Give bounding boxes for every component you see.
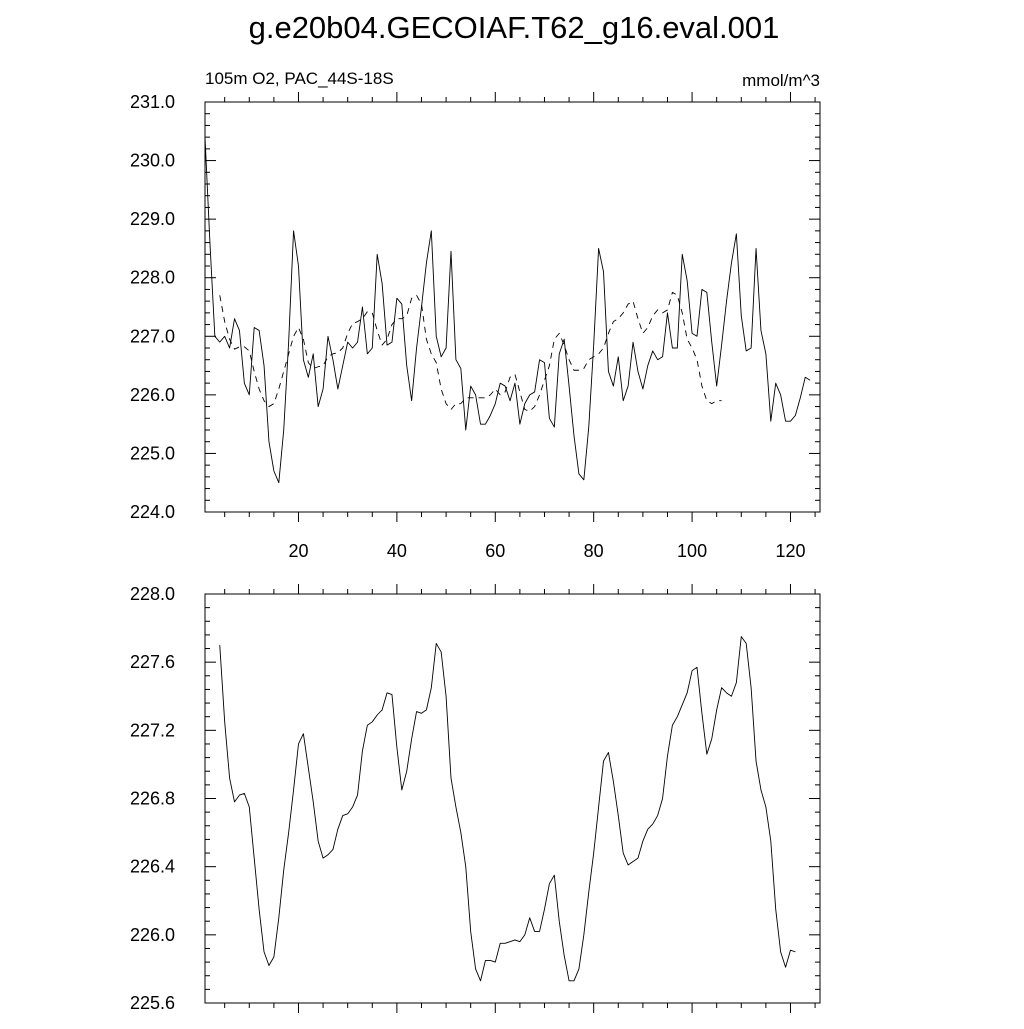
y-tick-label: 226.8 <box>130 789 175 809</box>
y-tick-label: 226.0 <box>130 925 175 945</box>
x-tick-label: 80 <box>584 541 604 561</box>
plot-frame <box>204 101 821 513</box>
chart-subtitle-left: 105m O2, PAC_44S-18S <box>205 69 394 88</box>
series-line-dashed <box>219 291 722 412</box>
y-tick-label: 226.4 <box>130 857 175 877</box>
bottom-panel: 225.6 226.0 226.4 226.8 227.2 227.6 228.0 <box>130 584 821 1013</box>
units-label: mmol/m^3 <box>742 71 820 90</box>
top-panel: 224.0 225.0 226.0 227.0 228.0 229.0 230.0 231.0… <box>130 92 821 561</box>
series-line-solid <box>219 636 796 982</box>
chart-title: g.e20b04.GECOIAF.T62_g16.eval.001 <box>249 10 780 45</box>
x-tick-label: 40 <box>387 541 407 561</box>
y-tick-label: 228.0 <box>130 268 175 288</box>
series-line-solid <box>204 137 811 484</box>
y-tick-label: 227.2 <box>130 720 175 740</box>
y-tick-label: 227.0 <box>130 326 175 346</box>
y-tick-label: 226.0 <box>130 385 175 405</box>
y-tick-label: 231.0 <box>130 92 175 112</box>
x-tick-label: 120 <box>775 541 805 561</box>
x-tick-label: 20 <box>288 541 308 561</box>
y-tick-label: 227.6 <box>130 652 175 672</box>
y-tick-label: 225.0 <box>130 443 175 463</box>
y-tick-label: 224.0 <box>130 502 175 522</box>
y-tick-label: 229.0 <box>130 209 175 229</box>
x-tick-label: 60 <box>485 541 505 561</box>
y-tick-label: 228.0 <box>130 584 175 604</box>
y-tick-label: 230.0 <box>130 151 175 171</box>
x-tick-label: 100 <box>677 541 707 561</box>
y-tick-label: 225.6 <box>130 993 175 1013</box>
